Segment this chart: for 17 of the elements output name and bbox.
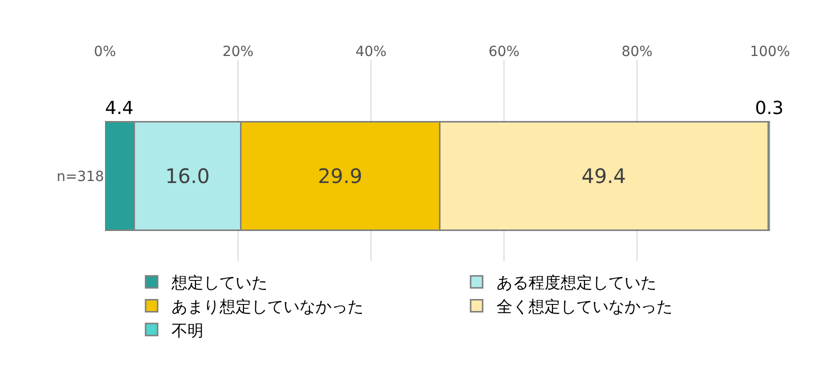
x-tick-label: 60% [488,44,520,60]
data-label: 4.4 [105,98,134,119]
data-label: 49.4 [581,164,626,188]
x-tick-label: 20% [222,44,254,60]
data-label: 0.3 [755,98,784,119]
data-label: 16.0 [165,164,210,188]
y-tick-label: n=318 [56,168,104,185]
legend-label: 想定していた [170,273,268,292]
legend-label: あまり想定していなかった [172,296,364,316]
legend-label: 全く想定していなかった [496,296,673,316]
x-tick-label: 100% [750,44,790,60]
x-tick-label: 0% [94,44,116,60]
legend-label: ある程度想定していた [496,273,657,292]
x-tick-label: 80% [621,44,653,60]
legend-label: 不明 [172,320,204,340]
x-tick-label: 40% [355,44,387,60]
data-label: 29.9 [318,164,362,188]
